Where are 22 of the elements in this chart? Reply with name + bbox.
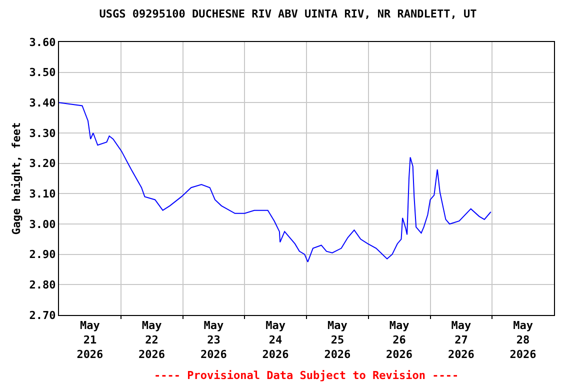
y-tick-label: 3.20 bbox=[29, 157, 56, 170]
line-series bbox=[59, 102, 492, 262]
y-tick-label: 2.80 bbox=[29, 278, 56, 292]
y-tick-label: 3.40 bbox=[29, 96, 56, 110]
x-tick-label: May 22 2026 bbox=[138, 319, 166, 361]
x-tick-label: May 21 2026 bbox=[76, 319, 104, 361]
chart-title: USGS 09295100 DUCHESNE RIV ABV UINTA RIV, NR RANDLETT, UT bbox=[99, 7, 478, 20]
x-tick-label: May 28 2026 bbox=[510, 319, 537, 361]
text: ---- Provisional Data Subject to Revision ---- bbox=[154, 369, 459, 382]
y-axis-title: Gage height, feet bbox=[10, 122, 23, 235]
y-tick-label: 3.00 bbox=[29, 218, 56, 231]
x-tick-label: May 26 2026 bbox=[386, 319, 413, 361]
x-tick-label: May 24 2026 bbox=[262, 319, 290, 361]
y-tick-label: 3.30 bbox=[29, 126, 56, 140]
y-tick-label: 3.60 bbox=[29, 36, 56, 49]
y-tick-label: 3.10 bbox=[29, 188, 56, 201]
x-tick-label: May 27 2026 bbox=[448, 319, 475, 361]
x-tick-label: May 25 2026 bbox=[324, 319, 352, 361]
y-tick-label: 3.50 bbox=[29, 66, 56, 80]
y-tick-label: 2.70 bbox=[29, 308, 56, 322]
x-tick-label: May 23 2026 bbox=[200, 319, 228, 361]
y-tick-label: 2.90 bbox=[29, 248, 56, 262]
